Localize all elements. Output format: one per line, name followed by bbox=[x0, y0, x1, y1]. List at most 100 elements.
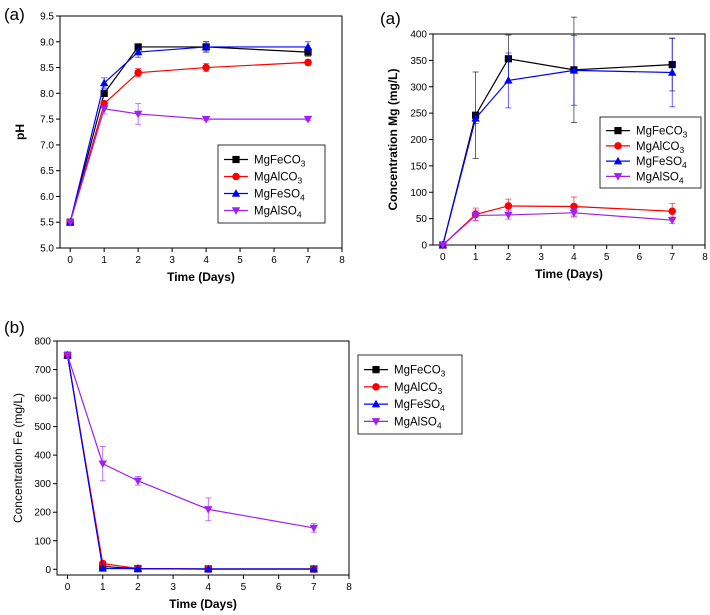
x-tick-label: 3 bbox=[538, 252, 544, 263]
legend-entry-MgFeSO4: MgFeSO4 bbox=[636, 156, 687, 170]
x-tick-label: 0 bbox=[65, 582, 71, 593]
legend-swatch-marker bbox=[613, 156, 623, 165]
data-point bbox=[504, 76, 513, 84]
series-MgAlSO4 bbox=[65, 103, 313, 227]
legend-entry-MgFeCO3: MgFeCO3 bbox=[394, 365, 446, 379]
x-tick-label: 8 bbox=[339, 255, 345, 266]
legend-swatch-marker bbox=[613, 173, 623, 181]
data-point bbox=[99, 78, 109, 87]
x-tick-label: 0 bbox=[67, 255, 73, 266]
data-point bbox=[309, 564, 319, 573]
y-tick-label: 350 bbox=[410, 56, 427, 67]
data-point bbox=[201, 42, 211, 51]
data-point bbox=[438, 241, 448, 250]
series-MgAlCO3 bbox=[439, 196, 677, 249]
data-point bbox=[133, 110, 143, 119]
data-point bbox=[65, 219, 75, 227]
y-tick-label: 7.0 bbox=[40, 140, 54, 151]
legend-entry-MgFeSO4: MgFeSO4 bbox=[394, 399, 445, 413]
data-point bbox=[98, 559, 107, 568]
legend-entry-MgFeSO4: MgFeSO4 bbox=[254, 189, 305, 203]
y-tick-label: 5.0 bbox=[40, 244, 54, 255]
chart-panel-1: (a) 0 1 2 3 4 5 6 7 8 5.0 5.5 6.0 6.5 7.0 7.5 8.0 8.5 9.0 9… bbox=[4, 5, 345, 284]
y-tick-label: 8.0 bbox=[40, 89, 54, 100]
data-point bbox=[202, 63, 210, 72]
legend-entry-MgAlSO4: MgAlSO4 bbox=[254, 206, 302, 220]
y-tick-label: 9.0 bbox=[40, 37, 54, 48]
data-point bbox=[569, 209, 579, 218]
y-tick-label: 400 bbox=[34, 451, 51, 462]
series-line bbox=[66, 355, 314, 529]
y-tick-label: 700 bbox=[34, 365, 51, 376]
legend-entry-MgAlCO3: MgAlCO3 bbox=[636, 141, 684, 155]
data-point bbox=[204, 564, 213, 573]
data-point bbox=[98, 460, 107, 469]
y-tick-label: 200 bbox=[410, 135, 427, 146]
x-tick-label: 2 bbox=[135, 582, 141, 593]
x-tick-label: 3 bbox=[170, 582, 176, 593]
y-tick-label: 0 bbox=[421, 241, 427, 252]
y-tick-label: 100 bbox=[410, 188, 427, 199]
series-MgFeSO4 bbox=[438, 35, 677, 249]
data-point bbox=[133, 477, 143, 486]
data-point bbox=[304, 58, 312, 67]
x-tick-label: 5 bbox=[237, 255, 243, 266]
x-tick-label: 5 bbox=[241, 582, 247, 593]
data-point bbox=[98, 564, 107, 572]
legend-swatch-marker bbox=[614, 127, 622, 135]
x-tick-label: 8 bbox=[346, 582, 352, 593]
y-tick-label: 8.5 bbox=[40, 63, 54, 74]
data-point bbox=[471, 212, 480, 220]
y-tick-label: 400 bbox=[410, 30, 427, 41]
legend-entry-MgFeCO3: MgFeCO3 bbox=[254, 155, 306, 169]
data-point bbox=[303, 115, 313, 124]
y-tick-label: 9.5 bbox=[40, 12, 54, 23]
legend-swatch-marker bbox=[371, 399, 381, 408]
y-axis-label: Concentration Mg (mg/L) bbox=[386, 69, 400, 211]
legend-entry-MgFeCO3: MgFeCO3 bbox=[636, 126, 688, 140]
legend-swatch-marker bbox=[371, 418, 381, 426]
data-point bbox=[204, 506, 213, 514]
data-point bbox=[668, 68, 677, 76]
series-MgFeSO4 bbox=[63, 350, 319, 573]
y-axis-label: pH bbox=[13, 124, 27, 140]
x-tick-label: 4 bbox=[571, 252, 577, 263]
data-point bbox=[504, 202, 513, 210]
y-tick-label: 5.5 bbox=[40, 218, 54, 229]
chart-panel-2: (a) 0 1 2 3 4 5 6 7 8 0 50 100 150 200 250 300 350 400 Time… bbox=[380, 9, 708, 281]
x-tick-label: 8 bbox=[702, 252, 708, 263]
series-MgAlSO4 bbox=[63, 352, 319, 533]
panel-label: (b) bbox=[4, 318, 25, 337]
data-point bbox=[668, 217, 677, 225]
y-tick-label: 800 bbox=[34, 337, 51, 348]
data-point bbox=[100, 89, 108, 97]
legend-entry-MgAlSO4: MgAlSO4 bbox=[636, 171, 684, 185]
data-point bbox=[668, 207, 677, 216]
x-tick-label: 7 bbox=[669, 252, 675, 263]
x-axis-label: Time (Days) bbox=[169, 597, 237, 611]
y-tick-label: 0 bbox=[45, 565, 51, 576]
plot-frame bbox=[59, 15, 343, 249]
data-point bbox=[569, 65, 579, 74]
data-point bbox=[63, 352, 72, 360]
data-point bbox=[99, 105, 109, 114]
x-tick-label: 2 bbox=[135, 255, 141, 266]
y-tick-label: 6.5 bbox=[40, 166, 54, 177]
y-tick-label: 600 bbox=[34, 394, 51, 405]
legend-swatch-marker bbox=[232, 172, 240, 181]
legend-swatch-marker bbox=[231, 189, 241, 197]
x-tick-label: 0 bbox=[440, 252, 446, 263]
x-tick-label: 3 bbox=[169, 255, 175, 266]
y-tick-label: 250 bbox=[410, 109, 427, 120]
y-tick-label: 100 bbox=[34, 536, 51, 547]
x-tick-label: 7 bbox=[305, 255, 311, 266]
chart-panel-3: (b) 0 1 2 3 4 5 6 7 8 0 100 200 300 400 500 600 700 800 Tim… bbox=[4, 318, 463, 611]
x-tick-label: 2 bbox=[506, 252, 512, 263]
data-point bbox=[133, 564, 143, 572]
data-point bbox=[133, 47, 143, 56]
y-tick-label: 6.0 bbox=[40, 192, 54, 203]
plot-frame bbox=[56, 340, 350, 576]
